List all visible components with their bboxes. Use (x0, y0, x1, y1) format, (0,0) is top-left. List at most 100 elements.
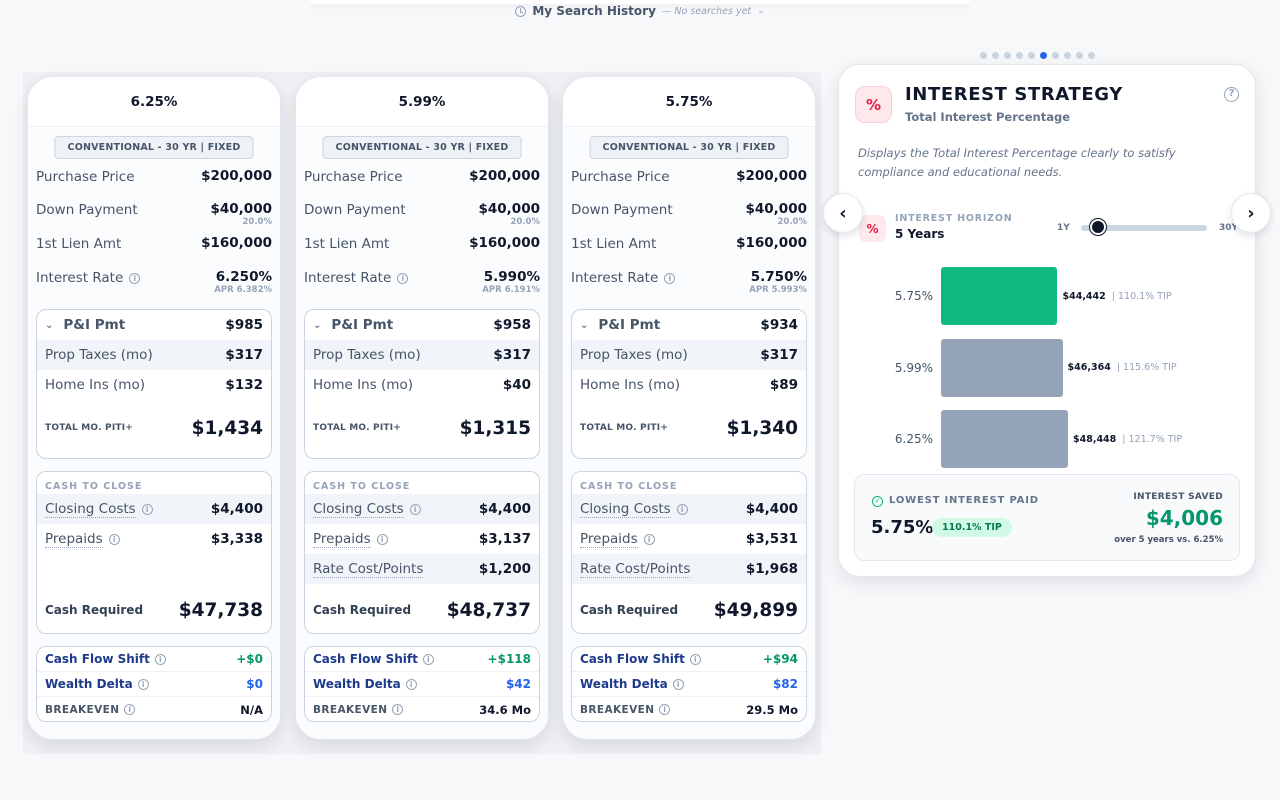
breakeven-label: BREAKEVEN (313, 703, 388, 716)
prop-taxes-row: Prop Taxes (mo) $317 (572, 340, 806, 370)
pi-payment-label: P&I Pmt (598, 317, 661, 333)
search-history-toggle[interactable]: My Search History — No searches yet ⌄ (0, 4, 1280, 18)
rate-points-label[interactable]: Rate Cost/Points (580, 560, 691, 578)
pi-payment-value: $934 (760, 317, 798, 333)
total-piti-label: TOTAL MO. PITI+ (580, 423, 668, 433)
breakeven-value: 34.6 Mo (479, 702, 531, 717)
down-payment-percent: 20.0% (510, 216, 541, 227)
prepaids-label[interactable]: Prepaids (580, 530, 638, 548)
total-piti-label: TOTAL MO. PITI+ (313, 423, 401, 433)
interest-rate-row: Interest Rate i 5.750% APR 5.993% (571, 270, 807, 295)
first-lien-row: 1st Lien Amt $160,000 (571, 236, 807, 252)
info-icon[interactable]: i (129, 272, 141, 284)
first-lien-value: $160,000 (736, 235, 807, 251)
info-icon[interactable]: i (689, 653, 701, 665)
wealth-delta-label: Wealth Delta (45, 677, 133, 691)
prepaids-label[interactable]: Prepaids (313, 530, 371, 548)
info-icon[interactable]: i (643, 533, 655, 545)
info-icon[interactable]: i (409, 503, 421, 515)
total-piti-row: TOTAL MO. PITI+ $1,434 (37, 400, 271, 456)
carousel-dot[interactable] (1004, 52, 1011, 59)
summary-rate: 5.75% (871, 517, 934, 538)
wealth-delta-value: $82 (772, 677, 798, 691)
closing-costs-label[interactable]: Closing Costs (313, 500, 404, 518)
interest-bar[interactable] (941, 410, 1068, 468)
info-icon[interactable]: i (124, 704, 136, 715)
cash-flow-shift-row: Cash Flow Shift i +$0 (37, 647, 271, 672)
down-payment-label: Down Payment (304, 202, 406, 218)
prepaids-row: Prepaids i $3,338 (37, 524, 271, 554)
chevron-down-icon: ⌄ (45, 319, 54, 331)
chevron-right-icon: › (1247, 202, 1255, 224)
pi-payment-row[interactable]: ⌄ P&I Pmt $985 (37, 310, 271, 340)
help-icon[interactable]: ? (1224, 87, 1239, 102)
interest-rate-row: Interest Rate i 5.990% APR 6.191% (304, 270, 540, 295)
rate-points-label[interactable]: Rate Cost/Points (313, 560, 424, 578)
down-payment-value: $40,000 (478, 201, 541, 217)
carousel-dot[interactable] (980, 52, 987, 59)
bar-category-label: 5.99% (894, 360, 933, 375)
interest-bar[interactable] (941, 338, 1063, 397)
interest-bar[interactable] (941, 267, 1058, 325)
prev-arrow-button[interactable]: ‹ (823, 193, 863, 233)
cash-to-close-title: CASH TO CLOSE (313, 481, 411, 492)
scenario-rate-header[interactable]: 6.25% (28, 77, 280, 127)
info-icon[interactable]: i (392, 704, 404, 715)
prepaids-row: Prepaids i $3,531 (572, 524, 806, 554)
horizon-slider-track[interactable] (1081, 225, 1207, 231)
carousel-dot[interactable] (1064, 52, 1071, 59)
info-icon[interactable]: i (672, 678, 684, 690)
info-icon[interactable]: i (664, 272, 676, 284)
lowest-interest-summary: ✓ LOWEST INTEREST PAID 5.75% 110.1% TIP … (854, 474, 1240, 561)
carousel-dot[interactable] (1076, 52, 1083, 59)
pi-payment-row[interactable]: ⌄ P&I Pmt $958 (305, 310, 539, 340)
apr-value: APR 6.191% (482, 284, 540, 295)
prepaids-label[interactable]: Prepaids (45, 530, 103, 548)
carousel-dot[interactable] (1016, 52, 1023, 59)
closing-costs-label[interactable]: Closing Costs (45, 500, 136, 518)
info-icon[interactable]: i (422, 653, 434, 665)
info-icon[interactable]: i (137, 678, 149, 690)
carousel-dot[interactable] (1052, 52, 1059, 59)
info-icon[interactable]: i (659, 704, 671, 715)
metrics-box: Cash Flow Shift i +$94 Wealth Delta i $82 … (571, 646, 807, 722)
apr-value: APR 6.382% (214, 284, 272, 295)
info-icon[interactable]: i (141, 503, 153, 515)
info-icon[interactable]: i (397, 272, 409, 284)
scenario-rate-header[interactable]: 5.99% (296, 77, 548, 127)
horizon-slider-thumb[interactable] (1090, 219, 1107, 235)
total-piti-value: $1,315 (459, 417, 531, 439)
info-icon[interactable]: i (154, 653, 166, 665)
carousel-dot[interactable] (1028, 52, 1035, 59)
breakeven-label: BREAKEVEN (45, 703, 120, 716)
info-icon[interactable]: i (405, 678, 417, 690)
closing-costs-row: Closing Costs i $4,400 (37, 494, 271, 524)
closing-costs-label[interactable]: Closing Costs (580, 500, 671, 518)
check-circle-icon: ✓ (872, 496, 883, 507)
purchase-price-value: $200,000 (736, 168, 807, 184)
bar-row: 6.25% $48,448 | 121.7% TIP (859, 410, 1182, 468)
carousel-dot[interactable] (1088, 52, 1095, 59)
info-icon[interactable]: i (376, 533, 388, 545)
info-icon[interactable]: i (676, 503, 688, 515)
next-arrow-button[interactable]: › (1231, 193, 1271, 233)
down-payment-row: Down Payment $40,000 20.0% (36, 202, 272, 227)
carousel-dot[interactable] (992, 52, 999, 59)
apr-value: APR 5.993% (749, 284, 807, 295)
bar-value-label: $44,442 (1062, 290, 1106, 302)
bar-category-label: 5.75% (894, 289, 933, 303)
cash-required-value: $47,738 (178, 599, 263, 621)
scenario-rate-header[interactable]: 5.75% (563, 77, 815, 127)
pi-payment-row[interactable]: ⌄ P&I Pmt $934 (572, 310, 806, 340)
total-piti-row: TOTAL MO. PITI+ $1,340 (572, 400, 806, 456)
scenario-body: CONVENTIONAL - 30 YR | FIXED Purchase Pr… (296, 127, 548, 739)
down-payment-row: Down Payment $40,000 20.0% (304, 202, 540, 227)
down-payment-value: $40,000 (210, 201, 273, 217)
total-piti-row: TOTAL MO. PITI+ $1,315 (305, 400, 539, 456)
purchase-price-row: Purchase Price $200,000 (571, 169, 807, 185)
scenario-body: CONVENTIONAL - 30 YR | FIXED Purchase Pr… (563, 127, 815, 739)
chevron-down-icon: ⌄ (580, 319, 589, 331)
prop-taxes-value: $317 (760, 347, 798, 363)
info-icon[interactable]: i (108, 533, 120, 545)
carousel-dot[interactable] (1040, 52, 1047, 59)
